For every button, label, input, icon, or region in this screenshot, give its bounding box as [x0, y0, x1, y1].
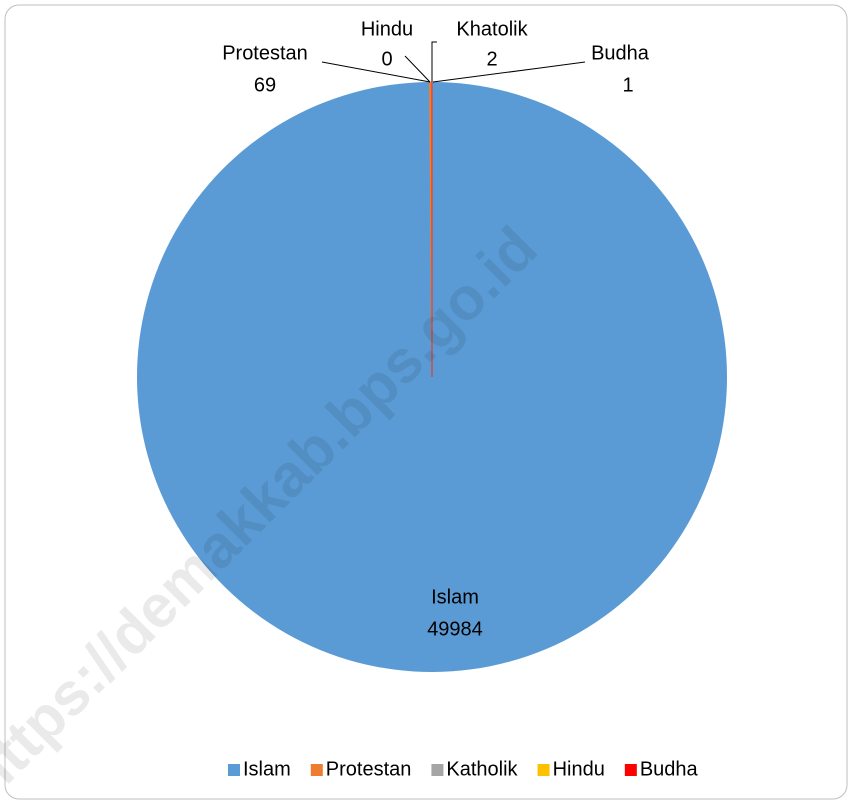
legend-label: Katholik	[446, 758, 518, 780]
label-name: Hindu	[361, 18, 413, 40]
legend-swatch	[228, 764, 240, 776]
label-value: 1	[622, 74, 633, 96]
legend-swatch	[537, 764, 550, 776]
data-labels: Islam 49984 Protestan 69 Khatolik 2 Hindu 0 Budh…	[222, 18, 650, 640]
legend-label: Hindu	[553, 758, 605, 780]
label-name: Islam	[431, 586, 479, 608]
leader-line	[432, 61, 586, 83]
legend-swatch	[310, 764, 323, 776]
label-name: Protestan	[222, 42, 308, 64]
legend-label: Budha	[640, 758, 699, 780]
label-value: 0	[381, 48, 392, 70]
leader-line	[431, 41, 437, 82]
label-name: Budha	[591, 42, 650, 64]
legend-swatch	[624, 764, 637, 776]
label-name: Khatolik	[456, 18, 528, 40]
leader-line	[404, 55, 431, 83]
legend-label: Islam	[243, 758, 291, 780]
legend: Islam Protestan Katholik Hindu Budha	[228, 758, 699, 780]
leader-line	[321, 61, 431, 83]
legend-swatch	[431, 764, 444, 776]
label-value: 2	[486, 48, 497, 70]
legend-label: Protestan	[326, 758, 412, 780]
label-value: 49984	[427, 618, 483, 640]
label-value: 69	[254, 74, 276, 96]
